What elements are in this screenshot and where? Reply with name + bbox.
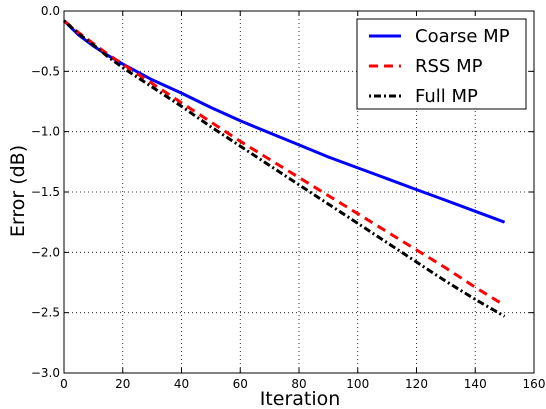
series-line-rss-mp — [63, 19, 506, 307]
legend-label: Full MP — [415, 86, 478, 107]
y-tick-label: −0.5 — [31, 64, 60, 78]
tick-label-layer: 0 20 40 60 80 100 120 140 160 0.0 −0.5 −1.0 −1.5 −2.0… — [31, 4, 546, 391]
series-layer — [62, 19, 506, 318]
x-tick-label: 160 — [523, 377, 546, 391]
tick-layer — [63, 10, 535, 374]
legend-label: Coarse MP — [415, 26, 510, 47]
y-tick-label: −1.5 — [31, 185, 60, 199]
series-line-full-mp — [62, 19, 506, 318]
x-tick-label: 120 — [405, 377, 428, 391]
x-tick-label: 100 — [346, 377, 369, 391]
y-axis-title: Error (dB) — [7, 145, 29, 237]
y-tick-label: −2.0 — [31, 245, 60, 259]
y-tick-label: −1.0 — [31, 125, 60, 139]
x-tick-label: 80 — [291, 377, 306, 391]
legend: Coarse MP RSS MP Full MP — [356, 18, 527, 110]
y-tick-label: −3.0 — [31, 366, 60, 380]
legend-label: RSS MP — [415, 56, 483, 77]
x-tick-label: 140 — [464, 377, 487, 391]
x-tick-label: 20 — [115, 377, 130, 391]
y-tick-label: 0.0 — [41, 4, 60, 18]
x-tick-label: 60 — [233, 377, 248, 391]
x-tick-label: 0 — [60, 377, 68, 391]
y-tick-label: −2.5 — [31, 306, 60, 320]
x-tick-label: 40 — [174, 377, 189, 391]
legend-box — [356, 18, 527, 110]
x-axis-title: Iteration — [260, 388, 341, 409]
